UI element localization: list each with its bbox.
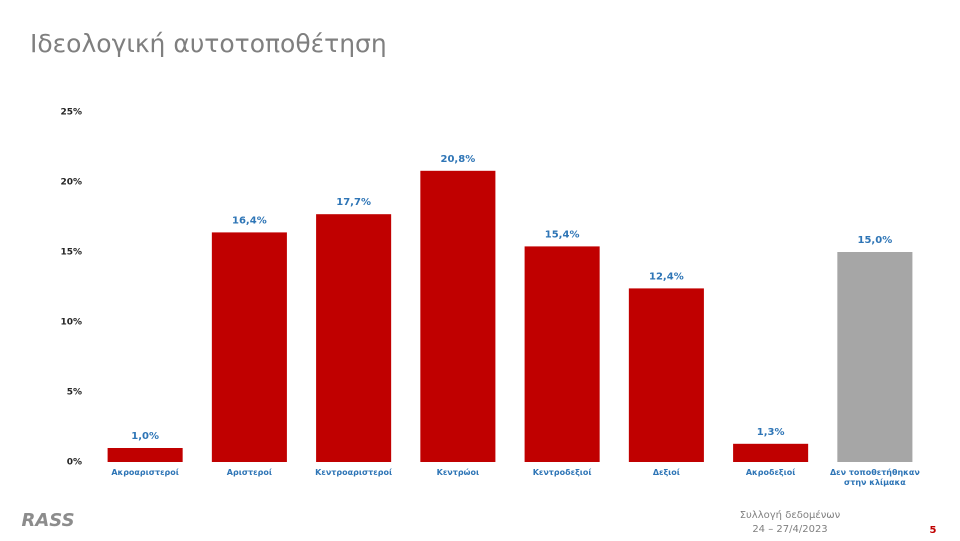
value-label: 17,7%	[336, 197, 371, 208]
footer-dates: 24 – 27/4/2023	[752, 524, 827, 535]
y-tick-label: 20%	[60, 178, 82, 188]
y-tick-label: 0%	[67, 458, 82, 468]
y-tick-label: 15%	[60, 248, 82, 258]
bar	[107, 448, 183, 462]
value-label: 15,4%	[545, 229, 580, 240]
x-tick-label: Ακροαριστεροί	[111, 468, 179, 477]
value-label: 15,0%	[858, 235, 893, 246]
page-number: 5	[930, 525, 937, 536]
bar	[733, 443, 809, 462]
chart-title: Ιδεολογική αυτοτοποθέτηση	[30, 29, 387, 58]
x-tick-label: Κεντρώοι	[436, 468, 480, 477]
x-tick-label: Κεντροαριστεροί	[315, 468, 393, 477]
value-label: 1,0%	[131, 431, 159, 442]
bar	[837, 252, 913, 462]
bar	[628, 288, 704, 462]
bar	[420, 170, 496, 463]
y-tick-label: 5%	[67, 388, 82, 398]
logo: RASS	[21, 510, 74, 531]
value-label: 12,4%	[649, 271, 684, 282]
bar	[524, 246, 600, 462]
y-tick-label: 10%	[60, 318, 82, 328]
bar	[211, 232, 287, 462]
value-label: 16,4%	[232, 215, 267, 226]
x-tick-label: Κεντροδεξιοί	[532, 468, 592, 477]
value-label: 1,3%	[757, 427, 785, 438]
footer-note: Συλλογή δεδομένων	[740, 509, 841, 521]
y-tick-label: 25%	[60, 108, 82, 118]
bar	[316, 214, 392, 462]
x-tick-label: Αριστεροί	[226, 468, 272, 477]
x-tick-label: Ακροδεξιοί	[745, 468, 796, 477]
value-label: 20,8%	[441, 154, 476, 165]
x-tick-label: Δεν τοποθετήθηκαν στην κλίμακα	[829, 468, 920, 487]
x-tick-label: Δεξιοί	[652, 468, 680, 477]
